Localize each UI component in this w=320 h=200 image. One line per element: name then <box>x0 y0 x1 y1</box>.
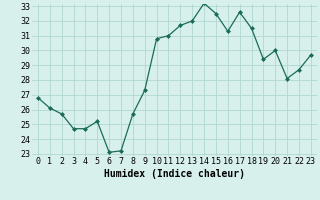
X-axis label: Humidex (Indice chaleur): Humidex (Indice chaleur) <box>104 169 245 179</box>
